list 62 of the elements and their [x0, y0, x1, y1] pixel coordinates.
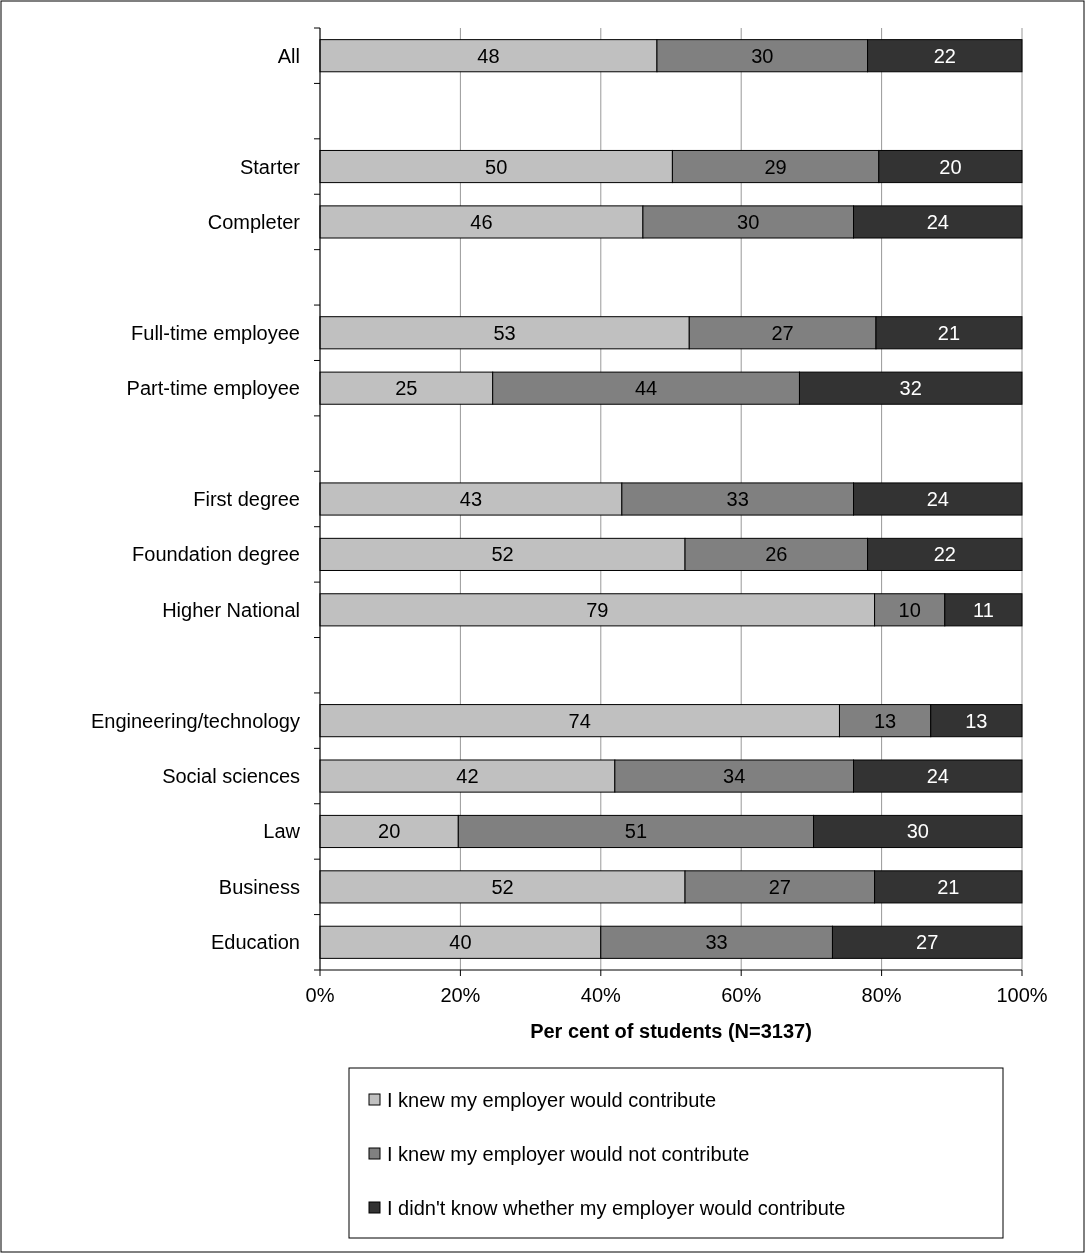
y-tick-label: First degree — [193, 488, 300, 510]
data-label: 44 — [634, 377, 658, 400]
data-label: 11 — [973, 598, 994, 621]
data-label: 52 — [491, 875, 514, 898]
data-label: 25 — [395, 377, 418, 400]
y-tick-label: Business — [218, 875, 300, 898]
data-label: 53 — [493, 321, 516, 344]
data-label: 21 — [937, 321, 961, 344]
data-label: 22 — [933, 543, 956, 566]
x-tick-label: 20% — [440, 984, 481, 1006]
data-label: 74 — [568, 709, 591, 732]
data-label: 30 — [906, 820, 929, 843]
data-label: 42 — [456, 765, 479, 788]
data-label: 20 — [378, 820, 401, 843]
data-label: 27 — [768, 875, 791, 898]
y-tick-label: Foundation degree — [132, 543, 300, 566]
y-tick-label: Engineering/technology — [90, 709, 300, 732]
x-axis-title: Per cent of students (N=3137) — [530, 1020, 812, 1042]
y-tick-label: Starter — [239, 155, 301, 178]
data-label: 40 — [449, 931, 472, 954]
data-label: 79 — [586, 598, 609, 621]
x-tick-label: 40% — [580, 984, 622, 1006]
data-label: 46 — [470, 210, 493, 233]
data-label: 24 — [926, 488, 949, 510]
data-label: 24 — [926, 765, 949, 788]
y-tick-label: All — [277, 44, 300, 67]
data-label: 52 — [491, 543, 514, 566]
y-tick-label: Education — [211, 931, 300, 954]
data-label: 50 — [485, 155, 508, 178]
y-tick-label: Completer — [207, 210, 301, 233]
y-tick-label: Full-time employee — [131, 321, 300, 344]
data-label: 13 — [873, 709, 897, 732]
data-label: 33 — [726, 488, 749, 510]
data-label: 22 — [933, 44, 956, 67]
data-label: 33 — [705, 931, 728, 954]
data-label: 51 — [624, 820, 648, 843]
y-tick-label: Higher National — [162, 598, 300, 621]
data-label: 30 — [751, 44, 774, 67]
x-tick-label: 60% — [721, 984, 762, 1006]
data-label: 13 — [965, 709, 988, 732]
data-label: 24 — [926, 210, 949, 233]
legend-label: I knew my employer would not contribute — [387, 1143, 750, 1165]
legend-label: I knew my employer would contribute — [387, 1089, 717, 1111]
data-label: 21 — [937, 875, 960, 898]
x-tick-label: 0% — [305, 984, 335, 1006]
y-tick-label: Social sciences — [162, 765, 300, 788]
data-label: 30 — [737, 210, 760, 233]
y-tick-label: Part-time employee — [126, 377, 300, 400]
x-tick-label: 80% — [861, 984, 902, 1006]
data-label: 34 — [723, 765, 746, 788]
y-tick-label: Law — [263, 820, 301, 843]
legend-label: I didn't know whether my employer would contribute — [387, 1197, 846, 1219]
data-label: 20 — [939, 155, 962, 178]
data-label: 27 — [916, 931, 939, 954]
data-label: 29 — [764, 155, 787, 178]
data-label: 10 — [898, 598, 921, 621]
data-label: 48 — [477, 44, 500, 67]
data-label: 32 — [899, 377, 922, 400]
x-tick-label: 100% — [996, 984, 1048, 1006]
data-label: 43 — [459, 488, 483, 510]
data-label: 26 — [765, 543, 788, 566]
data-label: 27 — [771, 321, 794, 344]
